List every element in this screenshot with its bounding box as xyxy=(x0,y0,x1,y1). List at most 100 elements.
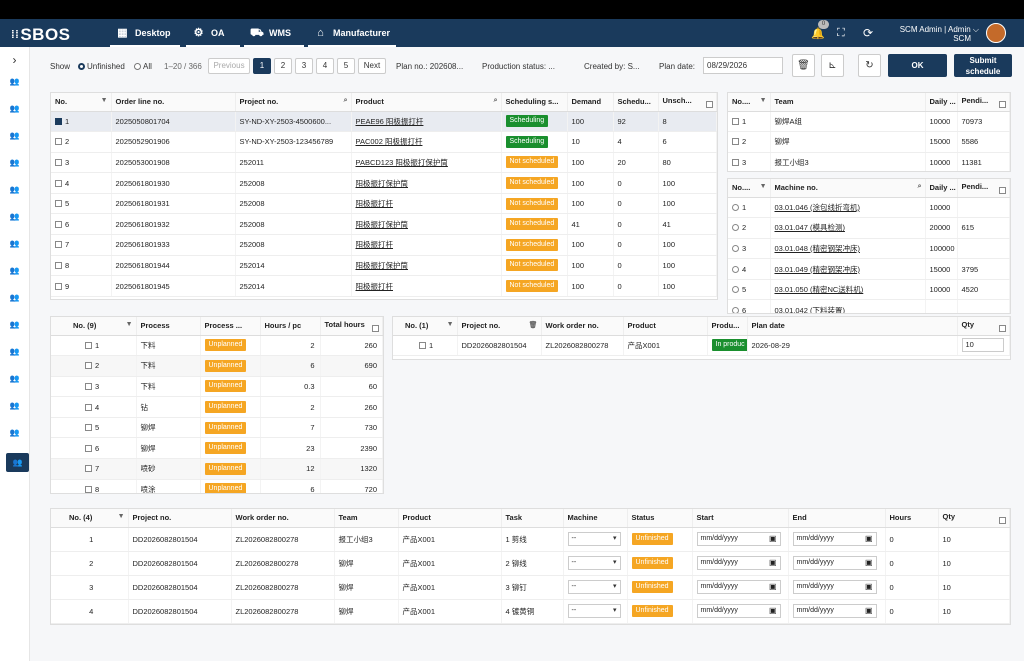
app-logo[interactable]: ⁞⁞SBOS xyxy=(11,25,71,44)
col-hours-pc[interactable]: Hours / pc xyxy=(260,317,321,336)
delete-icon[interactable]: 🗑 xyxy=(792,54,815,77)
row-checkbox[interactable] xyxy=(55,158,62,166)
start-date-input[interactable]: mm/dd/yyyy xyxy=(696,556,781,570)
refresh-button[interactable]: ↻ xyxy=(858,54,881,77)
table-row[interactable]: 2 DD2026082801504 ZL2026082800278 铆焊 产品X001 2… xyxy=(51,551,1010,576)
page-3-button[interactable]: 3 xyxy=(295,58,313,74)
product-link[interactable]: 阳极振打杆 xyxy=(355,281,394,291)
row-radio[interactable] xyxy=(732,306,739,313)
qty-input[interactable]: 10 xyxy=(961,338,1004,353)
machine-select[interactable]: -- xyxy=(567,580,621,594)
table-row[interactable]: 2 03.01.047 (模具检测) 20000 615 xyxy=(728,217,1010,239)
table-row[interactable]: 3 2025053001908 252011 PABCD123 阳极振打保护筒 Not … xyxy=(51,152,717,174)
row-select[interactable]: 1 xyxy=(51,111,112,133)
plan-no-filter[interactable]: Plan no.: 202608... xyxy=(396,61,464,71)
machine-link[interactable]: 03.01.046 (涂包线折弯机) xyxy=(774,202,860,212)
col-demand[interactable]: Demand xyxy=(567,93,614,112)
row-select[interactable]: 3 xyxy=(728,238,771,260)
col-wo-qty[interactable]: Qty xyxy=(957,317,1010,336)
page-1-button[interactable]: 1 xyxy=(253,58,271,74)
end-date-input[interactable]: mm/dd/yyyy xyxy=(792,556,877,570)
row-select[interactable]: 6 xyxy=(51,437,137,460)
product-link[interactable]: 阳极振打杆 xyxy=(355,240,394,250)
row-checkbox[interactable] xyxy=(85,403,92,411)
row-select[interactable]: 3 xyxy=(51,376,137,398)
col-project-no[interactable]: Project no. ⌕ xyxy=(235,93,352,112)
machine-link[interactable]: 03.01.048 (精密钢架冲床) xyxy=(774,243,860,253)
col-total-hours[interactable]: Total hours xyxy=(320,317,383,336)
sidebar-item-scheduling-active[interactable]: 👥 xyxy=(6,453,29,472)
previous-button[interactable]: Previous xyxy=(208,58,250,74)
table-row[interactable]: 8 2025061801944 252014 阳极振打保护筒 Not scheduled… xyxy=(51,255,717,277)
row-select[interactable]: 3 xyxy=(51,152,112,174)
table-row[interactable]: 9 2025061801945 252014 阳极振打杆 Not scheduled 10… xyxy=(51,275,717,297)
row-checkbox[interactable] xyxy=(55,117,62,125)
row-checkbox[interactable] xyxy=(85,485,92,493)
row-select[interactable]: 5 xyxy=(51,193,112,215)
tab-oa[interactable]: ⚙ OA xyxy=(186,19,240,47)
start-date-input[interactable]: mm/dd/yyyy xyxy=(696,532,781,546)
table-row[interactable]: 1 2025050801704 SY-ND-XY-2503-4500600... PE… xyxy=(51,111,717,133)
table-row[interactable]: 5 铆焊 Unplanned 7 730 xyxy=(51,417,383,439)
machine-link[interactable]: 03.01.042 (下料装置) xyxy=(774,305,845,314)
col-scheduled[interactable]: Schedu... xyxy=(613,93,659,112)
submit-schedule-button[interactable]: Submit schedule xyxy=(954,54,1012,77)
page-2-button[interactable]: 2 xyxy=(274,58,292,74)
table-row[interactable]: 2 下料 Unplanned 6 690 xyxy=(51,355,383,377)
table-row[interactable]: 6 铆焊 Unplanned 23 2390 xyxy=(51,437,383,460)
user-menu[interactable]: SCM Admin | Admin ⌵ SCM xyxy=(899,25,979,43)
plan-date-input[interactable]: 08/29/2026 xyxy=(703,57,783,74)
col-task-product[interactable]: Product xyxy=(398,509,502,528)
end-date-input[interactable]: mm/dd/yyyy xyxy=(792,604,877,618)
col-machine[interactable]: Machine no. ⌕ xyxy=(770,179,926,198)
col-team-pending[interactable]: Pendi... xyxy=(957,93,1010,112)
row-checkbox[interactable] xyxy=(85,465,92,473)
row-checkbox[interactable] xyxy=(732,138,739,146)
row-checkbox[interactable] xyxy=(85,424,92,432)
row-select[interactable]: 8 xyxy=(51,255,112,277)
product-link[interactable]: PAC002 阳极振打杆 xyxy=(355,137,423,147)
col-wo-number[interactable]: Work order no. xyxy=(541,317,624,336)
col-task-qty[interactable]: Qty xyxy=(938,509,1010,528)
sidebar-item-users-icon[interactable]: 👥 xyxy=(9,293,20,302)
row-select[interactable]: 1 xyxy=(393,335,458,357)
table-row[interactable]: 4 2025061801930 252008 阳极振打保护筒 Not scheduled… xyxy=(51,172,717,194)
row-checkbox[interactable] xyxy=(55,179,62,187)
sidebar-item-users-icon[interactable]: 👥 xyxy=(9,185,20,194)
col-task-hours[interactable]: Hours xyxy=(885,509,939,528)
col-wo-project[interactable]: Project no. 🗑 xyxy=(457,317,542,336)
col-team-no[interactable]: No.... ▼ xyxy=(728,93,771,112)
end-date-input[interactable]: mm/dd/yyyy xyxy=(792,532,877,546)
all-radio[interactable]: All xyxy=(134,54,152,78)
row-checkbox[interactable] xyxy=(419,341,426,349)
col-task-status[interactable]: Status xyxy=(627,509,693,528)
row-select[interactable]: 4 xyxy=(728,258,771,280)
col-process-no[interactable]: No. (9) ▼ xyxy=(51,317,137,336)
table-row[interactable]: 1 DD2026082801504 ZL2026082800278 产品X001 In … xyxy=(393,335,1010,357)
row-select[interactable]: 3 xyxy=(728,152,771,171)
table-row[interactable]: 4 DD2026082801504 ZL2026082800278 铆焊 产品X001 4… xyxy=(51,599,1010,624)
col-wo-no[interactable]: No. (1) ▼ xyxy=(393,317,458,336)
sidebar-item-users-icon[interactable]: 👥 xyxy=(9,266,20,275)
sidebar-item-users-icon[interactable]: 👥 xyxy=(9,239,20,248)
chart-icon[interactable]: ⊾ xyxy=(821,54,844,77)
row-checkbox[interactable] xyxy=(55,200,62,208)
col-process[interactable]: Process xyxy=(136,317,201,336)
table-row[interactable]: 7 喷砂 Unplanned 12 1320 xyxy=(51,458,383,480)
col-task-start[interactable]: Start xyxy=(692,509,789,528)
refresh-icon[interactable]: ⟳ xyxy=(863,26,874,40)
table-row[interactable]: 4 钻 Unplanned 2 260 xyxy=(51,396,383,418)
col-product[interactable]: Product ⌕ xyxy=(351,93,502,112)
col-no[interactable]: No. ▼ xyxy=(51,93,112,112)
table-row[interactable]: 3 DD2026082801504 ZL2026082800278 铆焊 产品X001 3… xyxy=(51,575,1010,600)
sidebar-item-users-icon[interactable]: 👥 xyxy=(9,374,20,383)
tab-manufacturer[interactable]: ⌂ Manufacturer xyxy=(308,19,396,47)
row-select[interactable]: 2 xyxy=(728,131,771,153)
table-row[interactable]: 3 下料 Unplanned 0.3 60 xyxy=(51,376,383,398)
production-status-filter[interactable]: Production status: ... xyxy=(482,61,555,71)
row-radio[interactable] xyxy=(732,224,739,232)
row-select[interactable]: 5 xyxy=(728,279,771,301)
table-row[interactable]: 4 03.01.049 (精密钢架冲床) 15000 3795 xyxy=(728,258,1010,280)
row-select[interactable]: 5 xyxy=(51,417,137,439)
row-select[interactable]: 4 xyxy=(51,396,137,418)
